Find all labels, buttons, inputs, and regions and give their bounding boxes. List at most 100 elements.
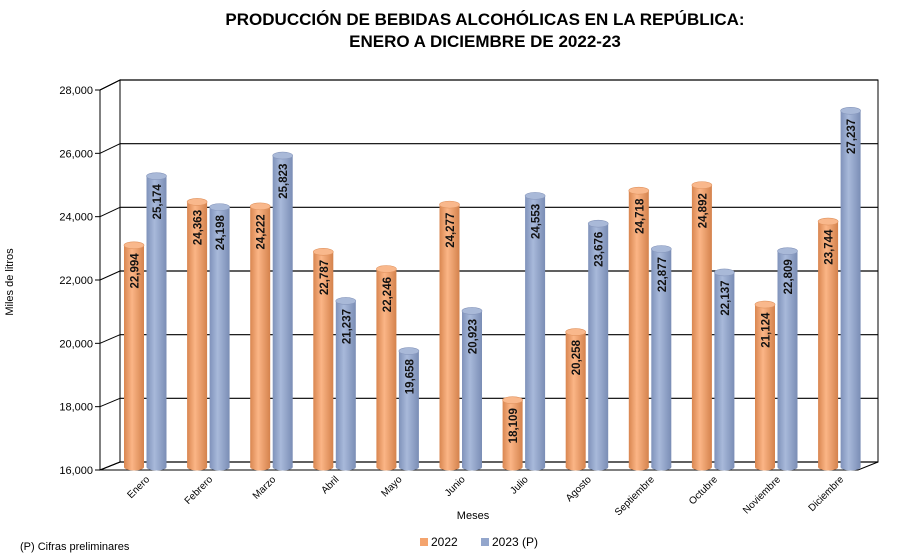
bar-base [313,463,334,471]
bar-2023 [146,176,167,467]
data-label: 21,237 [341,309,353,344]
data-label: 19,658 [404,358,416,394]
x-tick-label: Septiembre [613,474,657,518]
bar-base [691,463,712,471]
bar-2022 [502,400,523,467]
x-tick-label: Junio [443,474,468,499]
bar-2022 [628,190,649,467]
data-label: 24,277 [445,213,457,248]
data-label: 24,553 [531,204,543,239]
legend: 2022 2023 (P) [420,535,538,549]
bar-cap [272,151,294,160]
bar-2023 [777,251,798,467]
data-label: 24,718 [634,198,646,234]
x-tick-label: Octubre [687,474,720,507]
bar-2022 [376,269,397,467]
data-label: 22,787 [319,260,331,295]
x-tick-label: Agosto [564,474,594,504]
y-tick-label: 18,000 [59,402,93,414]
gridline-side [99,397,121,408]
bar-cap [376,265,397,273]
bar-cap [209,203,230,211]
bar-2022 [565,332,586,467]
data-label: 20,258 [571,339,583,375]
legend-swatch-2022 [420,538,428,546]
bar-2023 [398,351,419,467]
data-label: 22,809 [783,259,795,294]
bar-base [818,463,839,471]
data-label: 24,198 [215,215,227,251]
data-label: 21,124 [761,312,773,348]
bar-2023 [651,248,672,467]
bar-cap [817,217,839,226]
bar-cap [123,241,145,250]
data-label: 23,744 [824,229,836,265]
y-tick-label: 24,000 [59,212,93,224]
gridline-side [99,334,121,344]
bar-base [651,463,672,471]
data-label: 22,877 [657,257,669,292]
x-axis-title: Meses [457,510,490,522]
bar-cap [335,297,357,305]
legend-label-2022: 2022 [431,535,458,549]
bar-base [502,463,523,471]
bar-2022 [313,251,334,467]
bar-2023 [272,155,293,467]
bar-cap [714,268,735,277]
data-label: 25,174 [152,184,164,220]
bar-cap [524,192,546,200]
data-label: 23,676 [594,232,606,267]
chart-title-line1: PRODUCCIÓN DE BEBIDAS ALCOHÓLICAS EN LA … [225,10,744,29]
bar-cap [146,172,167,180]
bar-2022 [124,245,144,467]
legend-label-2023: 2023 (P) [492,535,538,549]
y-tick-label: 20,000 [59,338,93,350]
y-tick-label: 22,000 [59,275,93,287]
bar-2023 [840,110,861,467]
bar-base [588,463,609,471]
bar-base [565,463,586,471]
bar-base [250,463,271,471]
bar-cap [502,396,523,404]
bar-base [398,463,419,471]
bar-2022 [187,201,208,468]
data-label: 25,823 [278,164,290,199]
data-label: 24,363 [193,210,205,245]
data-label: 20,923 [468,319,480,354]
x-tick-label: Noviembre [741,474,783,516]
bar-cap [565,328,587,336]
bar-base [628,463,649,471]
bar-2022 [439,204,460,468]
y-axis-title: Miles de litros [4,248,16,316]
footnote: (P) Cifras preliminares [20,541,130,553]
x-tick-label: Febrero [183,474,216,507]
bar-base [462,463,482,471]
bar-2022 [755,304,775,467]
bar-2023 [335,300,356,467]
y-tick-label: 16,000 [59,465,93,477]
data-label: 22,137 [720,280,732,315]
gridline-side [99,206,121,218]
bar-cap [249,202,271,211]
bar-cap [754,300,776,309]
bar-2022 [691,185,712,467]
gridline-side [99,79,121,91]
x-tick-label: Marzo [251,474,279,502]
data-label: 18,109 [508,408,520,443]
bar-base [439,463,460,471]
data-label: 27,237 [846,119,858,154]
x-tick-label: Mayo [379,474,404,499]
bar-base [714,463,735,471]
chart-title-line2: ENERO A DICIEMBRE DE 2022-23 [349,32,621,51]
x-tick-label: Abril [319,474,341,496]
data-label: 24,892 [697,193,709,228]
bar-cap [439,200,460,209]
bar-base [124,463,144,471]
bar-cap [186,198,208,206]
bar-2022 [250,206,271,467]
bar-cap [691,181,713,189]
bar-cap [312,248,334,256]
data-label: 22,246 [382,277,394,312]
bar-base [525,463,546,471]
